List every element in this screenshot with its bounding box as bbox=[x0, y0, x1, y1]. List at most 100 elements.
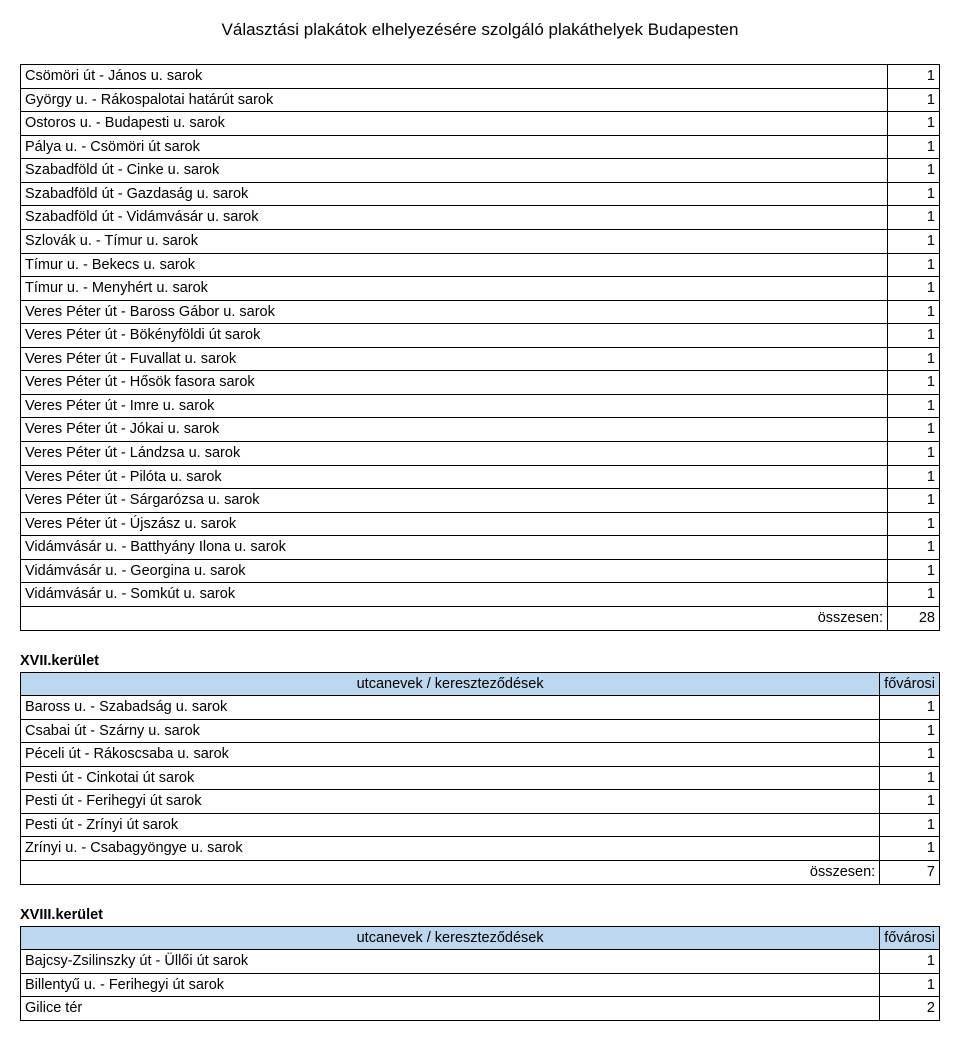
row-label: Pesti út - Zrínyi út sarok bbox=[21, 813, 880, 837]
row-label: Veres Péter út - Hősök fasora sarok bbox=[21, 371, 888, 395]
table-row: Pesti út - Cinkotai út sarok1 bbox=[21, 766, 940, 790]
table-row: Szabadföld út - Gazdaság u. sarok1 bbox=[21, 182, 940, 206]
row-value: 1 bbox=[888, 583, 940, 607]
table-row: Pálya u. - Csömöri út sarok1 bbox=[21, 135, 940, 159]
table-xviii: utcanevek / kereszteződésekfővárosiBajcs… bbox=[20, 926, 940, 1021]
table-row: Vidámvásár u. - Georgina u. sarok1 bbox=[21, 559, 940, 583]
row-label: Gilice tér bbox=[21, 997, 880, 1021]
table-row: Baross u. - Szabadság u. sarok1 bbox=[21, 696, 940, 720]
row-value: 1 bbox=[888, 418, 940, 442]
row-label: Szlovák u. - Tímur u. sarok bbox=[21, 229, 888, 253]
table-row: Tímur u. - Menyhért u. sarok1 bbox=[21, 277, 940, 301]
header-right: fővárosi bbox=[880, 672, 940, 696]
row-label: Zrínyi u. - Csabagyöngye u. sarok bbox=[21, 837, 880, 861]
table-row: Veres Péter út - Bökényföldi út sarok1 bbox=[21, 324, 940, 348]
row-label: Pálya u. - Csömöri út sarok bbox=[21, 135, 888, 159]
row-value: 1 bbox=[888, 277, 940, 301]
table-xvii: utcanevek / kereszteződésekfővárosiBaros… bbox=[20, 672, 940, 885]
table-row: Veres Péter út - Baross Gábor u. sarok1 bbox=[21, 300, 940, 324]
row-value: 1 bbox=[888, 324, 940, 348]
table-row: Veres Péter út - Újszász u. sarok1 bbox=[21, 512, 940, 536]
total-value: 28 bbox=[888, 606, 940, 630]
table-row: Veres Péter út - Sárgarózsa u. sarok1 bbox=[21, 489, 940, 513]
table-header: utcanevek / kereszteződésekfővárosi bbox=[21, 672, 940, 696]
table-row: Veres Péter út - Pilóta u. sarok1 bbox=[21, 465, 940, 489]
row-label: Veres Péter út - Imre u. sarok bbox=[21, 394, 888, 418]
total-label: összesen: bbox=[21, 861, 880, 885]
row-value: 1 bbox=[888, 394, 940, 418]
row-value: 1 bbox=[888, 512, 940, 536]
row-label: Vidámvásár u. - Batthyány Ilona u. sarok bbox=[21, 536, 888, 560]
header-left: utcanevek / kereszteződések bbox=[21, 926, 880, 950]
table-row: Péceli út - Rákoscsaba u. sarok1 bbox=[21, 743, 940, 767]
row-value: 1 bbox=[888, 159, 940, 183]
header-right: fővárosi bbox=[880, 926, 940, 950]
row-label: Veres Péter út - Lándzsa u. sarok bbox=[21, 442, 888, 466]
row-value: 2 bbox=[880, 997, 940, 1021]
row-value: 1 bbox=[880, 950, 940, 974]
table-row: Pesti út - Zrínyi út sarok1 bbox=[21, 813, 940, 837]
row-label: Csabai út - Szárny u. sarok bbox=[21, 719, 880, 743]
row-value: 1 bbox=[880, 973, 940, 997]
table-district-continued: Csömöri út - János u. sarok1György u. - … bbox=[20, 64, 940, 631]
row-label: Szabadföld út - Cinke u. sarok bbox=[21, 159, 888, 183]
row-value: 1 bbox=[880, 743, 940, 767]
row-label: Veres Péter út - Jókai u. sarok bbox=[21, 418, 888, 442]
table-row: Veres Péter út - Imre u. sarok1 bbox=[21, 394, 940, 418]
table-row: Zrínyi u. - Csabagyöngye u. sarok1 bbox=[21, 837, 940, 861]
table-header: utcanevek / kereszteződésekfővárosi bbox=[21, 926, 940, 950]
row-label: György u. - Rákospalotai határút sarok bbox=[21, 88, 888, 112]
table-row: Vidámvásár u. - Batthyány Ilona u. sarok… bbox=[21, 536, 940, 560]
row-value: 1 bbox=[888, 253, 940, 277]
row-value: 1 bbox=[880, 813, 940, 837]
row-label: Veres Péter út - Újszász u. sarok bbox=[21, 512, 888, 536]
row-label: Ostoros u. - Budapesti u. sarok bbox=[21, 112, 888, 136]
table-row: Tímur u. - Bekecs u. sarok1 bbox=[21, 253, 940, 277]
row-value: 1 bbox=[888, 489, 940, 513]
row-value: 1 bbox=[880, 696, 940, 720]
row-value: 1 bbox=[888, 112, 940, 136]
row-label: Péceli út - Rákoscsaba u. sarok bbox=[21, 743, 880, 767]
total-row: összesen:28 bbox=[21, 606, 940, 630]
table-row: György u. - Rákospalotai határút sarok1 bbox=[21, 88, 940, 112]
total-value: 7 bbox=[880, 861, 940, 885]
table-row: Bajcsy-Zsilinszky út - Üllői út sarok1 bbox=[21, 950, 940, 974]
row-value: 1 bbox=[888, 559, 940, 583]
row-label: Csömöri út - János u. sarok bbox=[21, 65, 888, 89]
table-row: Szabadföld út - Cinke u. sarok1 bbox=[21, 159, 940, 183]
row-value: 1 bbox=[880, 837, 940, 861]
row-label: Tímur u. - Bekecs u. sarok bbox=[21, 253, 888, 277]
table-row: Veres Péter út - Fuvallat u. sarok1 bbox=[21, 347, 940, 371]
row-value: 1 bbox=[880, 766, 940, 790]
table-row: Csömöri út - János u. sarok1 bbox=[21, 65, 940, 89]
table-row: Szlovák u. - Tímur u. sarok1 bbox=[21, 229, 940, 253]
page-title: Választási plakátok elhelyezésére szolgá… bbox=[20, 20, 940, 40]
row-label: Veres Péter út - Pilóta u. sarok bbox=[21, 465, 888, 489]
header-left: utcanevek / kereszteződések bbox=[21, 672, 880, 696]
row-value: 1 bbox=[888, 465, 940, 489]
table-row: Ostoros u. - Budapesti u. sarok1 bbox=[21, 112, 940, 136]
row-value: 1 bbox=[888, 182, 940, 206]
table-row: Billentyű u. - Ferihegyi út sarok1 bbox=[21, 973, 940, 997]
row-label: Vidámvásár u. - Georgina u. sarok bbox=[21, 559, 888, 583]
row-label: Veres Péter út - Sárgarózsa u. sarok bbox=[21, 489, 888, 513]
table-row: Szabadföld út - Vidámvásár u. sarok1 bbox=[21, 206, 940, 230]
row-value: 1 bbox=[888, 229, 940, 253]
row-label: Szabadföld út - Gazdaság u. sarok bbox=[21, 182, 888, 206]
section-heading-xviii: XVIII.kerület bbox=[20, 907, 940, 923]
row-label: Billentyű u. - Ferihegyi út sarok bbox=[21, 973, 880, 997]
row-label: Bajcsy-Zsilinszky út - Üllői út sarok bbox=[21, 950, 880, 974]
table-row: Vidámvásár u. - Somkút u. sarok1 bbox=[21, 583, 940, 607]
row-label: Veres Péter út - Fuvallat u. sarok bbox=[21, 347, 888, 371]
row-value: 1 bbox=[888, 206, 940, 230]
table-row: Veres Péter út - Jókai u. sarok1 bbox=[21, 418, 940, 442]
row-label: Szabadföld út - Vidámvásár u. sarok bbox=[21, 206, 888, 230]
row-value: 1 bbox=[888, 442, 940, 466]
row-value: 1 bbox=[888, 371, 940, 395]
row-value: 1 bbox=[888, 347, 940, 371]
row-value: 1 bbox=[888, 65, 940, 89]
table-row: Veres Péter út - Lándzsa u. sarok1 bbox=[21, 442, 940, 466]
row-label: Veres Péter út - Baross Gábor u. sarok bbox=[21, 300, 888, 324]
row-value: 1 bbox=[888, 536, 940, 560]
row-label: Pesti út - Cinkotai út sarok bbox=[21, 766, 880, 790]
